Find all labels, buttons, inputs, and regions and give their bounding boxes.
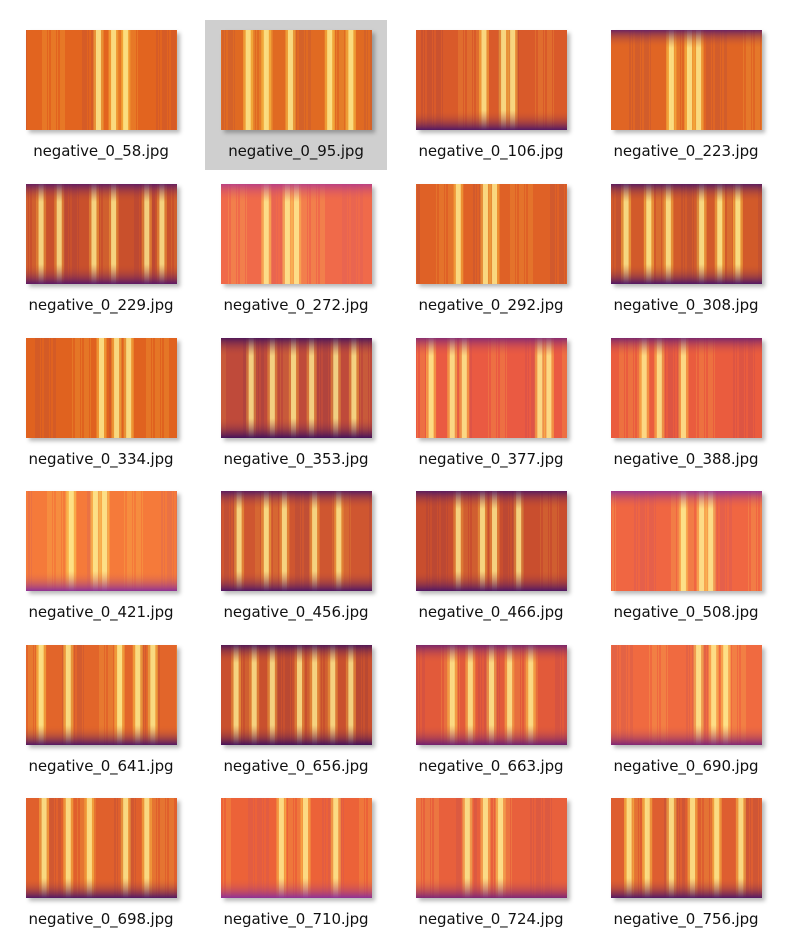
spectrogram-thumbnail-icon — [611, 184, 762, 284]
spectrogram-thumbnail-icon — [611, 798, 762, 898]
file-thumbnail[interactable] — [26, 798, 177, 898]
file-item[interactable]: negative_0_223.jpg — [595, 20, 777, 170]
file-name-label: negative_0_106.jpg — [418, 142, 564, 160]
file-thumbnail[interactable] — [611, 491, 762, 591]
file-item[interactable]: negative_0_58.jpg — [10, 20, 192, 170]
file-name-label: negative_0_58.jpg — [33, 142, 169, 160]
file-thumbnail[interactable] — [26, 338, 177, 438]
file-thumbnail[interactable] — [611, 184, 762, 284]
file-thumbnail[interactable] — [221, 798, 372, 898]
spectrogram-thumbnail-icon — [611, 491, 762, 591]
spectrogram-thumbnail-icon — [416, 184, 567, 284]
file-item[interactable]: negative_0_466.jpg — [400, 481, 582, 631]
file-item[interactable]: negative_0_95.jpg — [205, 20, 387, 170]
spectrogram-thumbnail-icon — [221, 30, 372, 130]
spectrogram-thumbnail-icon — [611, 338, 762, 438]
file-thumbnail[interactable] — [611, 798, 762, 898]
file-item[interactable]: negative_0_292.jpg — [400, 174, 582, 324]
file-name-label: negative_0_95.jpg — [228, 142, 364, 160]
file-thumbnail[interactable] — [416, 30, 567, 130]
file-name-label: negative_0_756.jpg — [613, 910, 759, 928]
file-name-label: negative_0_334.jpg — [28, 450, 174, 468]
spectrogram-thumbnail-icon — [26, 491, 177, 591]
file-thumbnail[interactable] — [221, 184, 372, 284]
file-item[interactable]: negative_0_272.jpg — [205, 174, 387, 324]
file-name-label: negative_0_421.jpg — [28, 603, 174, 621]
file-name-label: negative_0_690.jpg — [613, 757, 759, 775]
spectrogram-thumbnail-icon — [416, 798, 567, 898]
file-item[interactable]: negative_0_508.jpg — [595, 481, 777, 631]
file-item[interactable]: negative_0_421.jpg — [10, 481, 192, 631]
file-thumbnail[interactable] — [611, 338, 762, 438]
file-thumbnail[interactable] — [26, 184, 177, 284]
spectrogram-thumbnail-icon — [26, 184, 177, 284]
file-thumbnail[interactable] — [416, 338, 567, 438]
file-name-label: negative_0_710.jpg — [223, 910, 369, 928]
file-thumbnail[interactable] — [26, 645, 177, 745]
file-thumbnail[interactable] — [416, 491, 567, 591]
file-item[interactable]: negative_0_690.jpg — [595, 635, 777, 785]
file-name-label: negative_0_724.jpg — [418, 910, 564, 928]
file-item[interactable]: negative_0_656.jpg — [205, 635, 387, 785]
file-item[interactable]: negative_0_710.jpg — [205, 788, 387, 938]
spectrogram-thumbnail-icon — [416, 338, 567, 438]
spectrogram-thumbnail-icon — [26, 645, 177, 745]
file-item[interactable]: negative_0_724.jpg — [400, 788, 582, 938]
file-thumbnail[interactable] — [26, 491, 177, 591]
file-thumbnail[interactable] — [26, 30, 177, 130]
file-item[interactable]: negative_0_456.jpg — [205, 481, 387, 631]
spectrogram-thumbnail-icon — [221, 184, 372, 284]
file-name-label: negative_0_508.jpg — [613, 603, 759, 621]
file-item[interactable]: negative_0_229.jpg — [10, 174, 192, 324]
file-name-label: negative_0_456.jpg — [223, 603, 369, 621]
file-thumbnail[interactable] — [221, 645, 372, 745]
file-name-label: negative_0_698.jpg — [28, 910, 174, 928]
file-name-label: negative_0_663.jpg — [418, 757, 564, 775]
spectrogram-thumbnail-icon — [26, 798, 177, 898]
file-item[interactable]: negative_0_377.jpg — [400, 328, 582, 478]
file-name-label: negative_0_377.jpg — [418, 450, 564, 468]
spectrogram-thumbnail-icon — [221, 338, 372, 438]
file-name-label: negative_0_308.jpg — [613, 296, 759, 314]
spectrogram-thumbnail-icon — [221, 798, 372, 898]
file-thumbnail[interactable] — [221, 491, 372, 591]
spectrogram-thumbnail-icon — [416, 491, 567, 591]
file-thumbnail[interactable] — [611, 30, 762, 130]
spectrogram-thumbnail-icon — [26, 30, 177, 130]
file-item[interactable]: negative_0_756.jpg — [595, 788, 777, 938]
spectrogram-thumbnail-icon — [416, 645, 567, 745]
file-name-label: negative_0_656.jpg — [223, 757, 369, 775]
spectrogram-thumbnail-icon — [221, 645, 372, 745]
file-name-label: negative_0_466.jpg — [418, 603, 564, 621]
file-item[interactable]: negative_0_334.jpg — [10, 328, 192, 478]
file-item[interactable]: negative_0_663.jpg — [400, 635, 582, 785]
file-thumbnail[interactable] — [221, 30, 372, 130]
file-item[interactable]: negative_0_388.jpg — [595, 328, 777, 478]
file-name-label: negative_0_641.jpg — [28, 757, 174, 775]
file-name-label: negative_0_353.jpg — [223, 450, 369, 468]
spectrogram-thumbnail-icon — [221, 491, 372, 591]
file-item[interactable]: negative_0_308.jpg — [595, 174, 777, 324]
spectrogram-thumbnail-icon — [416, 30, 567, 130]
file-name-label: negative_0_272.jpg — [223, 296, 369, 314]
spectrogram-thumbnail-icon — [611, 645, 762, 745]
file-item[interactable]: negative_0_641.jpg — [10, 635, 192, 785]
file-name-label: negative_0_292.jpg — [418, 296, 564, 314]
file-thumbnail[interactable] — [611, 645, 762, 745]
file-name-label: negative_0_223.jpg — [613, 142, 759, 160]
file-thumbnail[interactable] — [416, 645, 567, 745]
file-item[interactable]: negative_0_698.jpg — [10, 788, 192, 938]
file-item[interactable]: negative_0_106.jpg — [400, 20, 582, 170]
spectrogram-thumbnail-icon — [26, 338, 177, 438]
file-thumbnail[interactable] — [416, 184, 567, 284]
file-item[interactable]: negative_0_353.jpg — [205, 328, 387, 478]
file-name-label: negative_0_388.jpg — [613, 450, 759, 468]
file-thumbnail[interactable] — [416, 798, 567, 898]
file-name-label: negative_0_229.jpg — [28, 296, 174, 314]
spectrogram-thumbnail-icon — [611, 30, 762, 130]
file-thumbnail[interactable] — [221, 338, 372, 438]
